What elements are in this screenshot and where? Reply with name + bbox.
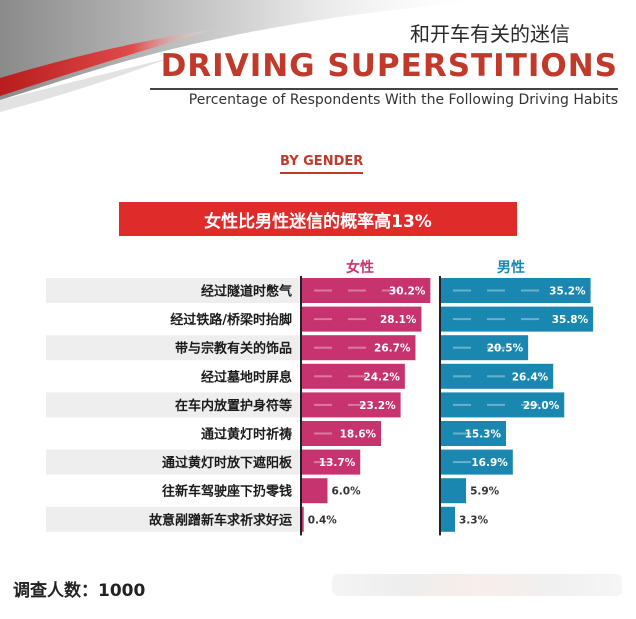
- female-value-label: 0.4%: [308, 514, 338, 526]
- female-value-label: 6.0%: [332, 486, 362, 498]
- category-label: 带与宗教有关的饰品: [175, 341, 292, 357]
- female-bar: [302, 421, 382, 446]
- bar-texture: [521, 318, 539, 321]
- bar-texture: [453, 403, 471, 406]
- bar-texture: [487, 346, 505, 349]
- bar-texture: [453, 346, 471, 349]
- section-label-by-gender: BY GENDER: [280, 154, 364, 174]
- category-label: 故意剐蹭新车求祈求好运: [149, 512, 292, 528]
- female-value-label: 13.7%: [319, 457, 356, 469]
- headline-banner: 女性比男性迷信的概率高13%: [119, 202, 517, 236]
- row-shade: [46, 506, 301, 532]
- male-value-label: 15.3%: [465, 429, 502, 441]
- female-value-label: 26.7%: [374, 343, 411, 355]
- female-bar: [302, 278, 431, 303]
- sample-size-label: 调查人数：1000: [13, 581, 146, 601]
- male-value-label: 35.8%: [552, 314, 589, 326]
- subtitle: Percentage of Respondents With the Follo…: [188, 92, 618, 108]
- bar-texture: [487, 375, 505, 378]
- bar-texture: [521, 289, 539, 292]
- bar-texture: [487, 403, 505, 406]
- female-value-label: 23.2%: [359, 400, 396, 412]
- male-value-label: 29.0%: [523, 400, 560, 412]
- legend-female: 女性: [346, 259, 374, 276]
- bar-texture: [314, 432, 332, 435]
- bar-texture: [453, 375, 471, 378]
- title-divider: [150, 88, 618, 90]
- bar-texture: [348, 289, 366, 292]
- female-bar: [302, 335, 416, 361]
- female-bar: [302, 363, 405, 389]
- category-label: 经过墓地时屏息: [201, 369, 292, 385]
- female-value-label: 18.6%: [340, 429, 377, 441]
- bar-texture: [314, 318, 332, 321]
- male-value-label: 20.5%: [487, 343, 524, 355]
- bar-texture: [453, 318, 471, 321]
- female-bar: [302, 478, 328, 504]
- blurred-watermark: [332, 574, 622, 596]
- chinese-title: 和开车有关的迷信: [410, 22, 570, 46]
- female-value-label: 28.1%: [380, 314, 417, 326]
- row-shade: [46, 449, 301, 475]
- male-bar: [441, 363, 554, 389]
- male-value-label: 16.9%: [471, 457, 508, 469]
- row-shade: [46, 278, 301, 303]
- female-bar: [302, 306, 422, 332]
- bar-texture: [314, 403, 332, 406]
- female-bar: [302, 392, 401, 418]
- bar-texture: [314, 289, 332, 292]
- bar-texture: [521, 403, 539, 406]
- male-bar: [441, 506, 456, 532]
- main-title: DRIVING SUPERSTITIONS: [160, 48, 618, 84]
- bar-texture: [314, 346, 332, 349]
- row-shade: [46, 392, 301, 418]
- male-bar: [441, 478, 467, 504]
- bar-texture: [453, 461, 471, 464]
- bar-texture: [348, 375, 366, 378]
- male-bar: [441, 306, 594, 332]
- male-bar: [441, 335, 529, 361]
- female-value-label: 30.2%: [389, 286, 426, 298]
- category-label: 经过铁路/桥梁时抬脚: [170, 312, 292, 328]
- bar-texture: [453, 289, 471, 292]
- male-bar: [441, 449, 513, 475]
- bar-texture: [314, 375, 332, 378]
- male-value-label: 26.4%: [512, 371, 549, 383]
- male-bar: [441, 392, 565, 418]
- male-bar: [441, 421, 507, 446]
- category-label: 经过隧道时憋气: [201, 284, 292, 300]
- male-value-label: 35.2%: [549, 286, 586, 298]
- male-value-label: 5.9%: [470, 486, 500, 498]
- category-label: 通过黄灯时祈祷: [201, 427, 292, 443]
- bar-texture: [314, 461, 332, 464]
- row-shade: [46, 335, 301, 361]
- category-label: 往新车驾驶座下扔零钱: [162, 484, 292, 500]
- category-label: 在车内放置护身符等: [175, 398, 292, 414]
- bar-texture: [348, 318, 366, 321]
- bar-texture: [453, 432, 471, 435]
- bar-texture: [348, 403, 366, 406]
- bar-texture: [348, 346, 366, 349]
- female-value-label: 24.2%: [363, 371, 400, 383]
- male-value-label: 3.3%: [459, 514, 489, 526]
- category-label: 通过黄灯时放下遮阳板: [162, 455, 293, 471]
- female-bar: [302, 506, 304, 532]
- bar-texture: [382, 289, 400, 292]
- bar-texture: [487, 289, 505, 292]
- female-bar: [302, 449, 361, 475]
- male-bar: [441, 278, 591, 303]
- bar-texture: [487, 318, 505, 321]
- legend-male: 男性: [497, 259, 525, 276]
- header-swoosh-decoration: [0, 0, 500, 112]
